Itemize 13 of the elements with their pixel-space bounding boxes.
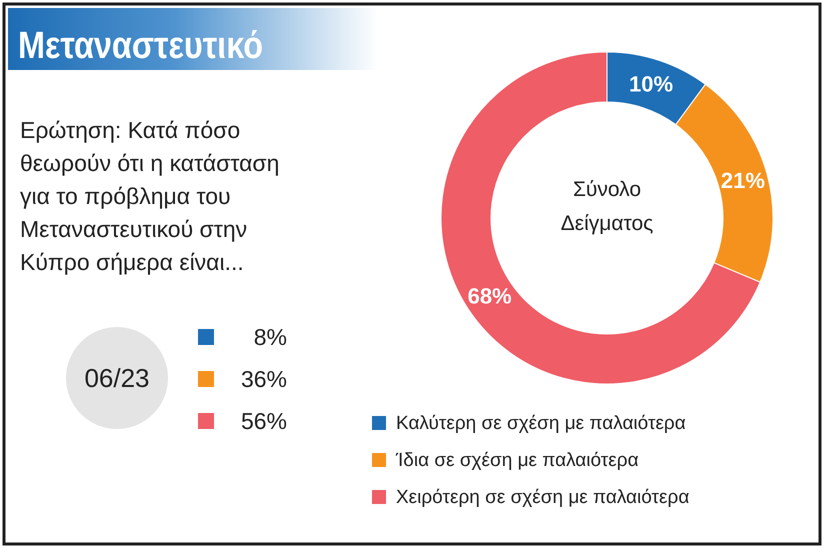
legend-label: Χειρότερη σε σχέση με παλαιότερα <box>396 487 690 508</box>
legend-label: Καλύτερη σε σχέση με παλαιότερα <box>396 413 686 434</box>
data-label: 36% <box>240 366 287 392</box>
data-label: 68% <box>468 284 512 309</box>
text: 06/23 <box>84 363 150 393</box>
text: Ερώτηση: Κατά πόσο θεωρούν ότι η κατάσταση για το πρόβλημα του Μεταναστευτικού στην Κύπρο σήμερα είναι... <box>20 117 280 275</box>
data-label: 10% <box>628 72 674 97</box>
data-label: 21% <box>720 168 765 193</box>
data-label: 8% <box>254 324 287 350</box>
text: Σύνολο Δείγματος <box>560 178 654 235</box>
chart-title: Μεταναστευτικό <box>18 25 306 67</box>
data-label: 56% <box>240 408 287 434</box>
legend-label: Ίδια σε σχέση με παλαιότερα <box>395 450 639 471</box>
